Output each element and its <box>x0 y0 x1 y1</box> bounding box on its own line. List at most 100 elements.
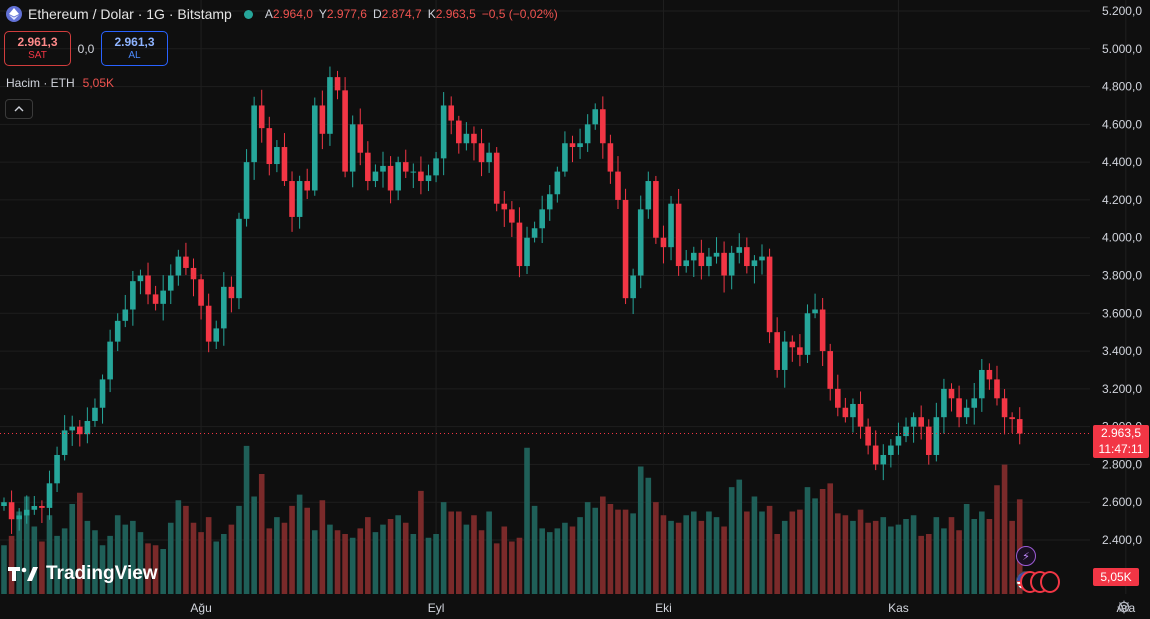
volume-bar <box>546 532 553 594</box>
candle-body <box>842 407 849 418</box>
volume-bar <box>979 511 985 594</box>
time-tick-label: Ağu <box>190 601 211 615</box>
candle-body <box>728 252 735 276</box>
candle-body <box>61 430 68 455</box>
volume-bar <box>903 519 909 594</box>
time-axis[interactable]: Ağu Eyl Eki Kas Ara <box>190 601 1135 615</box>
chevron-up-icon[interactable] <box>5 99 33 119</box>
ohlc-values: A2.964,0 Y2.977,6 D2.874,7 K2.963,5 −0,5… <box>265 7 558 21</box>
volume-bar <box>342 534 348 594</box>
price-tick-label: 3.400,0 <box>1102 344 1142 358</box>
price-tick-label: 4.200,0 <box>1102 193 1142 207</box>
volume-bar <box>690 511 697 594</box>
candle-body <box>531 228 538 238</box>
economic-events[interactable] <box>1020 571 1060 593</box>
volume-bar <box>122 524 129 594</box>
volume-bar <box>304 507 310 594</box>
sell-button[interactable]: 2.961,3 SAT <box>4 31 71 66</box>
volume-bar <box>372 532 379 594</box>
volume-bar <box>46 515 53 594</box>
time-tick-label: Kas <box>888 601 909 615</box>
volume-bar <box>205 517 212 594</box>
candle-body <box>812 309 818 314</box>
volume-bar <box>804 487 811 594</box>
bolt-icon[interactable]: ⚡ <box>1016 546 1036 566</box>
sell-price: 2.961,3 <box>17 34 58 49</box>
volume-bar <box>130 520 136 594</box>
volume-bar <box>751 496 758 594</box>
volume-bar <box>645 477 652 594</box>
volume-bar <box>668 520 674 594</box>
candle-body <box>99 379 106 408</box>
volume-bar <box>274 517 280 594</box>
price-tick-label: 4.400,0 <box>1102 155 1142 169</box>
volume-bar <box>721 526 727 594</box>
volume-bar <box>819 489 826 594</box>
candle-body <box>471 133 477 144</box>
volume-bar <box>531 505 538 594</box>
candle-body <box>759 256 765 261</box>
volume-bar <box>880 517 887 594</box>
candle-body <box>357 124 364 153</box>
symbol-title[interactable]: Ethereum / Dolar · 1G · Bitstamp <box>28 6 232 22</box>
candle-body <box>433 158 439 176</box>
candle-body <box>524 237 530 267</box>
volume-bar <box>766 505 773 594</box>
candle-body <box>835 388 841 408</box>
volume-bar <box>440 502 447 594</box>
volume-legend[interactable]: Hacim · ETH 5,05K <box>6 76 114 90</box>
volume-bar <box>410 534 417 594</box>
candle-body <box>183 256 189 268</box>
candle-body <box>107 341 113 380</box>
candle-body <box>243 162 250 219</box>
buy-button[interactable]: 2.961,3 AL <box>101 31 168 66</box>
volume-bar <box>281 522 288 594</box>
low-value: 2.874,7 <box>381 7 422 21</box>
candle-body <box>865 426 871 446</box>
candle-body <box>690 252 697 261</box>
candle-body <box>8 502 15 520</box>
volume-bar <box>827 483 834 594</box>
volume-bar <box>486 511 492 594</box>
high-label: Y <box>318 7 327 21</box>
volume-bar <box>842 515 849 594</box>
current-price: 2.963,5 <box>1100 426 1142 440</box>
volume-bar <box>539 528 545 594</box>
buy-label: AL <box>128 49 141 61</box>
price-axis[interactable]: 2.400,02.600,02.800,03.000,03.200,03.400… <box>1102 4 1142 547</box>
volume-bar <box>107 535 113 594</box>
volume-bar <box>948 517 955 594</box>
candle-body <box>986 369 993 380</box>
volume-bar <box>228 524 235 594</box>
price-tick-label: 2.800,0 <box>1102 457 1142 471</box>
candle-body <box>941 388 947 418</box>
candle-body <box>205 305 212 342</box>
candle-body <box>289 181 295 217</box>
volume-value: 5,05K <box>82 76 115 90</box>
volume-bar <box>137 532 144 594</box>
buy-price: 2.961,3 <box>114 34 155 49</box>
volume-bar <box>471 515 477 594</box>
volume-bar <box>357 528 364 594</box>
gear-icon[interactable] <box>1117 600 1131 614</box>
candle-body <box>145 275 151 295</box>
candle-body <box>910 417 917 427</box>
candle-body <box>721 252 727 276</box>
volume-bar <box>706 511 712 594</box>
candle-body <box>448 105 455 121</box>
event-marker[interactable] <box>1040 571 1060 593</box>
candle-body <box>600 109 606 144</box>
volume-bar <box>797 509 803 594</box>
volume-bar <box>509 541 515 594</box>
volume-bar <box>1 545 7 594</box>
chart-legend: Ethereum / Dolar · 1G · Bitstamp A2.964,… <box>6 6 558 22</box>
volume-label: Hacim · ETH <box>6 76 75 90</box>
candle-body <box>493 152 500 204</box>
open-label: A <box>264 7 273 21</box>
volume-bar <box>289 505 295 594</box>
volume-bar <box>160 549 166 594</box>
candle-body <box>236 218 242 299</box>
candle-body <box>296 181 303 217</box>
candle-body <box>39 505 45 508</box>
